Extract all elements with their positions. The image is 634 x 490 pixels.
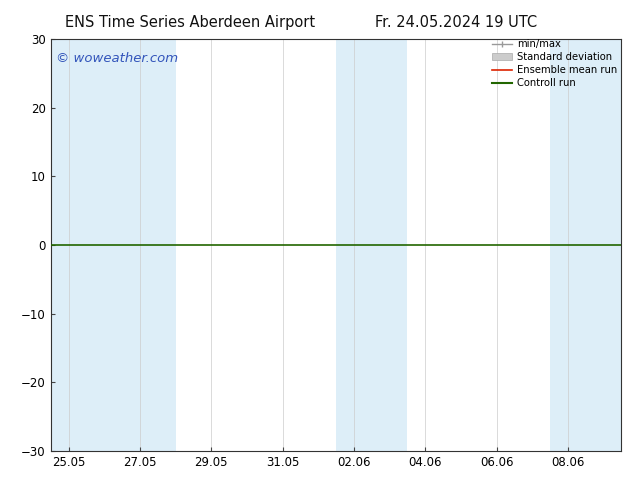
Bar (550, 39, 621, 451)
Bar (51, 39, 122, 451)
Text: © woweather.com: © woweather.com (56, 51, 179, 65)
Legend: min/max, Standard deviation, Ensemble mean run, Controll run: min/max, Standard deviation, Ensemble me… (488, 35, 621, 92)
Text: ENS Time Series Aberdeen Airport: ENS Time Series Aberdeen Airport (65, 15, 315, 30)
Text: Fr. 24.05.2024 19 UTC: Fr. 24.05.2024 19 UTC (375, 15, 538, 30)
Bar (122, 39, 176, 451)
Bar (336, 39, 407, 451)
